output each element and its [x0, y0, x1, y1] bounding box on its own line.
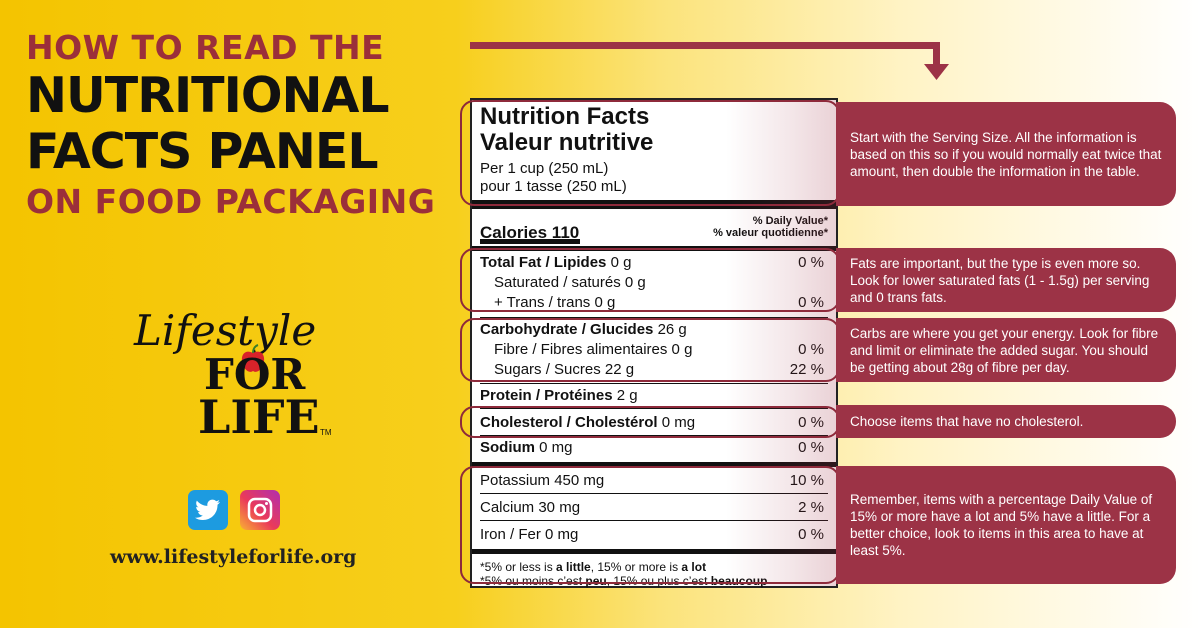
- divider: [480, 317, 828, 318]
- instagram-icon: [247, 497, 273, 523]
- calories-row: Calories 110 % Daily Value* % valeur quo…: [480, 209, 828, 247]
- divider: [480, 435, 828, 436]
- panel-title-fr: Valeur nutritive: [480, 129, 654, 156]
- daily-value-callout-text: Remember, items with a percentage Daily …: [850, 492, 1153, 558]
- calcium-label: Calcium 30 mg: [480, 499, 581, 516]
- fat-value: 0 g: [610, 254, 632, 271]
- title-line-4: ON FOOD PACKAGING: [26, 182, 436, 221]
- fibre-row: Fibre / Fibres alimentaires 0 g 0 %: [480, 340, 828, 360]
- twitter-button[interactable]: [188, 490, 228, 530]
- carb-row: Carbohydrate / Glucides 26 g: [480, 320, 828, 340]
- nutrition-facts-panel: Nutrition Facts Valeur nutritive Per 1 c…: [470, 98, 838, 588]
- twitter-icon: [195, 499, 220, 520]
- carb-label: Carbohydrate / Glucides: [480, 321, 654, 338]
- footnote-en: *5% or less is a little, 15% or more is …: [480, 560, 707, 574]
- carb-value: 26 g: [657, 321, 687, 338]
- sodium-row: Sodium 0 mg 0 %: [480, 438, 828, 458]
- divider: [480, 493, 828, 494]
- daily-value-callout: Remember, items with a percentage Daily …: [836, 466, 1176, 584]
- potassium-pct: 10 %: [789, 472, 824, 489]
- sugars-label: Sugars / Sucres 22 g: [494, 361, 635, 378]
- protein-row: Protein / Protéines 2 g: [480, 386, 828, 406]
- calories: Calories 110: [480, 223, 580, 242]
- sodium-pct: 0 %: [798, 439, 824, 456]
- title-line-1: HOW TO READ THE: [26, 28, 385, 67]
- divider: [480, 408, 828, 409]
- logo-life: LIFE: [198, 390, 320, 444]
- serving-callout-text: Start with the Serving Size. All the inf…: [850, 129, 1162, 179]
- saturated-row: Saturated / saturés 0 g: [480, 273, 828, 293]
- title-block: HOW TO READ THE NUTRITIONAL FACTS PANEL …: [26, 28, 446, 224]
- cholesterol-callout-text: Choose items that have no cholesterol.: [850, 414, 1084, 429]
- cholesterol-label: Cholesterol / Cholestérol: [480, 414, 658, 431]
- dv-header-en: % Daily Value*: [752, 215, 828, 227]
- carbs-callout: Carbs are where you get your energy. Loo…: [836, 318, 1176, 382]
- divider: [480, 520, 828, 521]
- fat-label: Total Fat / Lipides: [480, 254, 607, 271]
- fibre-pct: 0 %: [798, 341, 824, 358]
- dv-header-fr: % valeur quotidienne*: [713, 227, 828, 239]
- logo-for: FOR: [204, 350, 306, 399]
- cholesterol-row: Cholesterol / Cholestérol 0 mg 0 %: [480, 411, 828, 435]
- social-links: [188, 490, 280, 530]
- protein-value: 2 g: [616, 387, 638, 404]
- cholesterol-callout: Choose items that have no cholesterol.: [836, 405, 1176, 438]
- divider: [480, 383, 828, 384]
- carbs-callout-text: Carbs are where you get your energy. Loo…: [850, 325, 1159, 375]
- iron-pct: 0 %: [798, 526, 824, 543]
- calories-underline: [480, 239, 580, 244]
- divider: [472, 200, 836, 209]
- divider: [472, 549, 836, 554]
- iron-row: Iron / Fer 0 mg 0 %: [480, 523, 828, 547]
- potassium-label: Potassium 450 mg: [480, 472, 605, 489]
- sodium-label: Sodium: [480, 439, 535, 456]
- trans-label: + Trans / trans 0 g: [494, 294, 616, 311]
- apple-icon: [241, 344, 265, 372]
- serving-size-en: Per 1 cup (250 mL): [480, 160, 609, 177]
- cholesterol-pct: 0 %: [798, 414, 824, 431]
- daily-value-header: % Daily Value* % valeur quotidienne*: [713, 215, 828, 239]
- fibre-label: Fibre / Fibres alimentaires 0 g: [494, 341, 693, 358]
- fats-callout: Fats are important, but the type is even…: [836, 248, 1176, 312]
- trans-pct: 0 %: [798, 294, 824, 311]
- calcium-pct: 2 %: [798, 499, 824, 516]
- instagram-button[interactable]: [240, 490, 280, 530]
- potassium-row: Potassium 450 mg 10 %: [480, 471, 828, 493]
- panel-title-en: Nutrition Facts: [480, 103, 650, 130]
- divider: [472, 246, 836, 251]
- sodium-value: 0 mg: [539, 439, 573, 456]
- footnote: *5% or less is a little, 15% or more is …: [480, 554, 828, 588]
- iron-label: Iron / Fer 0 mg: [480, 526, 579, 543]
- calcium-row: Calcium 30 mg 2 %: [480, 496, 828, 520]
- fat-pct: 0 %: [798, 254, 824, 271]
- title-line-2: NUTRITIONAL: [26, 67, 390, 124]
- protein-label: Protein / Protéines: [480, 387, 613, 404]
- serving-size-fr: pour 1 tasse (250 mL): [480, 178, 627, 195]
- sugars-pct: 22 %: [789, 361, 824, 378]
- lifestyle-for-life-logo: Lifestyle FOR LIFE TM: [134, 306, 334, 444]
- fats-callout-text: Fats are important, but the type is even…: [850, 255, 1150, 305]
- title-line-3: FACTS PANEL: [26, 123, 379, 180]
- saturated-label: Saturated / saturés 0 g: [494, 274, 646, 291]
- sugars-row: Sugars / Sucres 22 g 22 %: [480, 360, 828, 380]
- down-arrow-icon: [470, 42, 949, 80]
- fat-row: Total Fat / Lipides 0 g 0 %: [480, 253, 828, 273]
- trans-row: + Trans / trans 0 g 0 %: [480, 283, 828, 313]
- logo-tm: TM: [320, 428, 332, 437]
- footnote-fr: *5% ou moins c’est peu, 15% ou plus c’es…: [480, 574, 768, 588]
- logo-script: Lifestyle: [134, 306, 317, 355]
- website-link[interactable]: www.lifestyleforlife.org: [110, 546, 357, 568]
- divider: [472, 462, 836, 467]
- serving-callout: Start with the Serving Size. All the inf…: [836, 102, 1176, 206]
- cholesterol-value: 0 mg: [661, 414, 696, 431]
